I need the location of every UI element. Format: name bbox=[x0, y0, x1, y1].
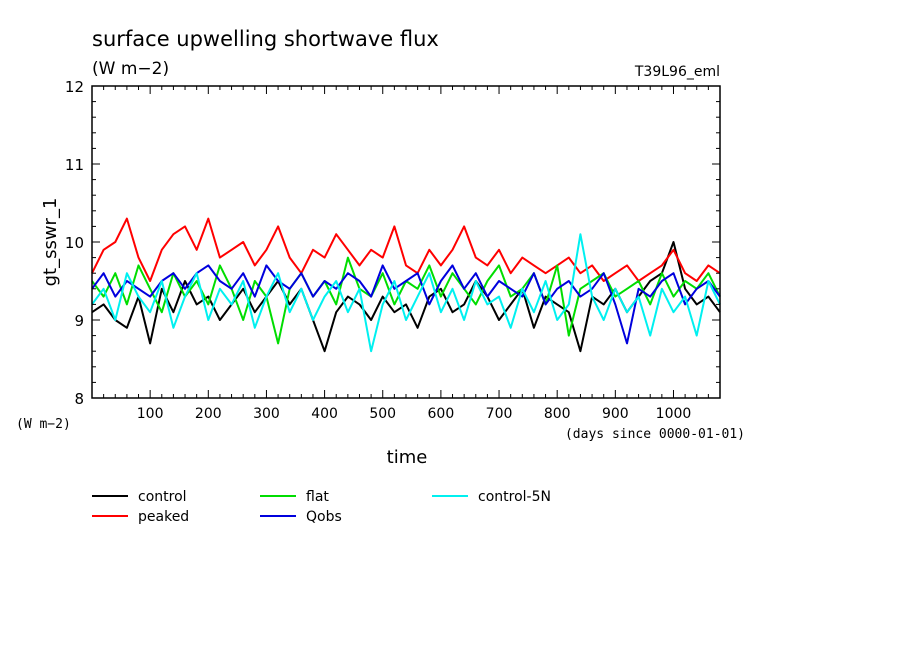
x-tick-label: 300 bbox=[253, 406, 280, 422]
x-tick-label: 500 bbox=[369, 406, 396, 422]
x-axis-label: time bbox=[387, 447, 428, 468]
legend-item: Qobs bbox=[260, 509, 342, 525]
units-label: (W m−2) bbox=[92, 59, 169, 79]
x-tick-label: 1000 bbox=[656, 406, 692, 422]
y-units-label: (W m−2) bbox=[16, 417, 71, 432]
plot-area: 100 200 300 400 500 600 700 800 900 1000 8 9 10 11 12 bbox=[65, 78, 721, 422]
plot-frame bbox=[91, 85, 721, 399]
y-tick-label: 10 bbox=[65, 234, 84, 252]
legend-label: Qobs bbox=[306, 509, 342, 525]
ticks-group: 100 200 300 400 500 600 700 800 900 1000 8 9 10 11 12 bbox=[65, 78, 720, 422]
series-line-control-5n bbox=[91, 233, 721, 353]
x-tick-label: 100 bbox=[137, 406, 164, 422]
legend-label: control bbox=[138, 489, 187, 505]
series-line-flat bbox=[91, 256, 721, 345]
x-units-label: (days since 0000-01-01) bbox=[565, 427, 745, 442]
series-line-peaked bbox=[91, 217, 721, 282]
experiment-label: T39L96_eml bbox=[634, 64, 720, 80]
y-tick-label: 9 bbox=[74, 312, 84, 330]
legend-label: peaked bbox=[138, 509, 189, 525]
chart-title: surface upwelling shortwave flux bbox=[92, 27, 439, 51]
legend-item: control-5N bbox=[432, 489, 551, 505]
legend: control peaked flat Qobs control-5N bbox=[92, 489, 551, 525]
x-tick-label: 800 bbox=[544, 406, 571, 422]
legend-label: control-5N bbox=[478, 489, 551, 505]
x-tick-label: 200 bbox=[195, 406, 222, 422]
legend-item: flat bbox=[260, 489, 329, 505]
series-group bbox=[91, 217, 721, 353]
x-tick-label: 900 bbox=[602, 406, 629, 422]
y-tick-label: 11 bbox=[65, 156, 84, 174]
legend-item: control bbox=[92, 489, 187, 505]
legend-label: flat bbox=[306, 489, 329, 505]
x-tick-label: 400 bbox=[311, 406, 338, 422]
x-tick-label: 600 bbox=[428, 406, 455, 422]
y-tick-label: 8 bbox=[74, 390, 84, 408]
y-tick-label: 12 bbox=[65, 78, 84, 96]
x-tick-label: 700 bbox=[486, 406, 513, 422]
y-axis-label: gt_sswr_1 bbox=[40, 198, 61, 287]
legend-item: peaked bbox=[92, 509, 189, 525]
